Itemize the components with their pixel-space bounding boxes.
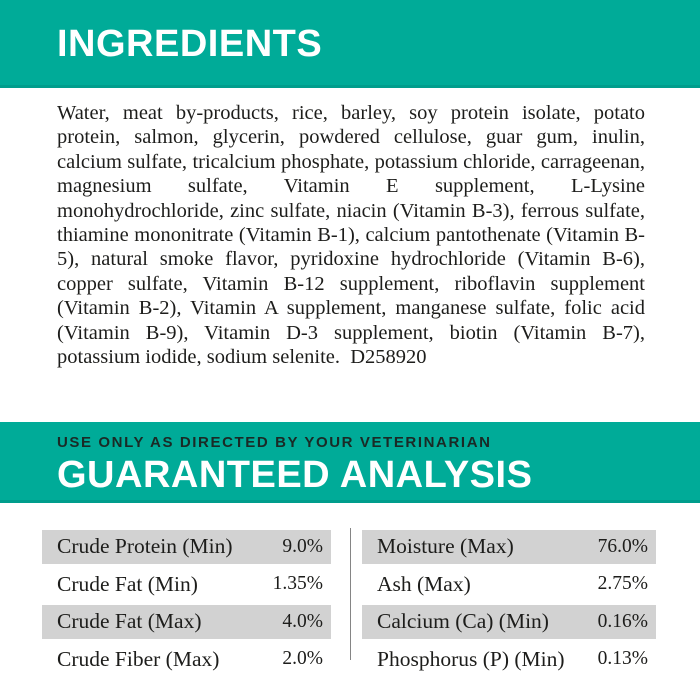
table-row: Moisture (Max) 76.0% xyxy=(362,528,656,566)
row-value: 0.16% xyxy=(597,610,648,632)
table-row: Crude Fat (Max) 4.0% xyxy=(42,603,331,641)
analysis-tables: Crude Protein (Min) 9.0% Crude Fat (Min)… xyxy=(0,528,700,680)
row-value: 2.75% xyxy=(597,573,648,595)
row-value: 76.0% xyxy=(597,535,648,557)
row-label: Calcium (Ca) (Min) xyxy=(377,609,549,634)
ingredients-text: Water, meat by-products, rice, barley, s… xyxy=(57,102,645,369)
row-value: 1.35% xyxy=(272,573,323,595)
table-row: Crude Protein (Min) 9.0% xyxy=(42,528,331,566)
row-label: Phosphorus (P) (Min) xyxy=(377,646,565,671)
analysis-title: GUARANTEED ANALYSIS xyxy=(57,454,533,496)
row-label: Crude Fat (Min) xyxy=(57,571,198,596)
ingredients-title: INGREDIENTS xyxy=(57,22,323,65)
row-value: 0.13% xyxy=(597,648,648,670)
row-label: Crude Protein (Min) xyxy=(57,534,233,559)
row-label: Ash (Max) xyxy=(377,571,471,596)
table-row: Crude Fat (Min) 1.35% xyxy=(42,566,331,604)
table-row: Calcium (Ca) (Min) 0.16% xyxy=(362,603,656,641)
row-label: Moisture (Max) xyxy=(377,534,514,559)
analysis-table-left: Crude Protein (Min) 9.0% Crude Fat (Min)… xyxy=(42,528,331,678)
table-row: Ash (Max) 2.75% xyxy=(362,566,656,604)
row-value: 9.0% xyxy=(282,535,323,557)
analysis-banner: USE ONLY AS DIRECTED BY YOUR VETERINARIA… xyxy=(0,422,700,503)
row-label: Crude Fat (Max) xyxy=(57,609,202,634)
ingredients-section: Water, meat by-products, rice, barley, s… xyxy=(57,88,645,369)
table-row: Phosphorus (P) (Min) 0.13% xyxy=(362,641,656,679)
row-value: 4.0% xyxy=(282,610,323,632)
row-label: Crude Fiber (Max) xyxy=(57,646,220,671)
row-value: 2.0% xyxy=(282,648,323,670)
analysis-table-right: Moisture (Max) 76.0% Ash (Max) 2.75% Cal… xyxy=(362,528,656,678)
ingredients-banner: INGREDIENTS xyxy=(0,0,700,88)
veterinarian-directive: USE ONLY AS DIRECTED BY YOUR VETERINARIA… xyxy=(57,434,492,451)
table-row: Crude Fiber (Max) 2.0% xyxy=(42,641,331,679)
table-column-divider xyxy=(350,528,351,660)
